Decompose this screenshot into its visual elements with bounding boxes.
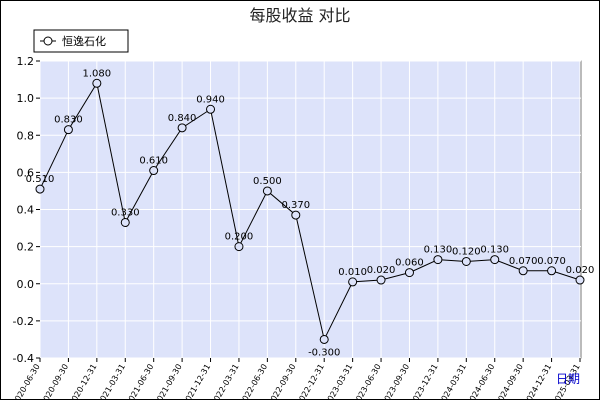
x-tick-label: 2024-12-31	[522, 363, 553, 400]
data-point	[234, 242, 244, 252]
data-label: 1.080	[83, 68, 112, 79]
x-axis-ticks: 2020-06-302020-09-302020-12-312021-03-31…	[11, 358, 582, 400]
data-label: 0.020	[566, 265, 595, 276]
y-tick-label: -0.2	[13, 315, 34, 328]
data-point	[92, 78, 102, 88]
data-label: 0.330	[111, 207, 140, 218]
x-tick-label: 2021-06-30	[124, 363, 155, 400]
data-label: 0.020	[367, 265, 396, 276]
x-tick-label: 2024-03-31	[437, 363, 468, 400]
data-point	[120, 217, 130, 227]
data-point	[206, 104, 216, 114]
data-label: 0.120	[452, 246, 481, 257]
data-label: 0.830	[54, 115, 83, 126]
chart-title: 每股收益 对比	[249, 6, 350, 25]
y-tick-label: 0.6	[17, 166, 35, 179]
legend-label: 恒逸石化	[62, 34, 106, 48]
data-point	[177, 123, 187, 133]
y-tick-label: 1.2	[17, 55, 35, 68]
data-point	[547, 266, 557, 276]
y-tick-label: 0.0	[17, 278, 35, 291]
x-tick-label: 2024-06-30	[465, 362, 496, 400]
series-line	[35, 78, 585, 344]
data-label: 0.060	[395, 258, 424, 269]
x-tick-label: 2020-12-31	[68, 363, 99, 400]
data-label: 0.840	[168, 113, 197, 124]
series-polyline	[39, 81, 581, 341]
legend: 恒逸石化	[33, 29, 129, 53]
data-label: 0.070	[537, 256, 566, 267]
data-point	[575, 275, 585, 285]
data-label: 0.130	[480, 245, 509, 256]
x-tick-label: 2020-09-30	[39, 363, 70, 400]
data-point	[404, 268, 414, 278]
legend-box	[33, 29, 129, 53]
x-tick-label: 2024-09-30	[494, 363, 525, 400]
data-label: 0.510	[26, 174, 55, 185]
data-point	[376, 275, 386, 285]
data-label: 0.200	[225, 232, 254, 243]
y-tick-label: 0.2	[17, 241, 35, 254]
legend-marker-icon	[43, 36, 53, 46]
x-axis-label: 日期	[556, 372, 580, 386]
data-point	[63, 125, 73, 135]
x-tick-label: 2022-12-31	[295, 363, 326, 400]
data-point	[319, 334, 329, 344]
data-label: 0.610	[139, 156, 168, 167]
x-tick-label: 2022-06-30	[238, 363, 269, 400]
y-tick-label: -0.4	[13, 352, 34, 365]
x-tick-label: 2021-03-31	[96, 363, 127, 400]
x-tick-label: 2023-03-31	[323, 363, 354, 400]
data-point	[262, 186, 272, 196]
data-label: -0.300	[308, 347, 340, 358]
data-label: 0.010	[338, 267, 367, 278]
y-axis-ticks: -0.4 -0.2 0.0 0.2 0.4 0.6 0.8 1.0 1.2	[13, 55, 40, 365]
grid-lines	[39, 60, 581, 359]
x-tick-label: 2022-03-31	[210, 363, 241, 400]
data-point	[433, 255, 443, 265]
x-tick-label: 2023-09-30	[380, 363, 411, 400]
y-tick-label: 0.4	[17, 204, 35, 217]
data-point	[518, 266, 528, 276]
x-tick-label: 2021-09-30	[153, 363, 184, 400]
data-point	[291, 210, 301, 220]
data-label: 0.940	[196, 94, 225, 105]
data-point	[149, 166, 159, 176]
data-point	[461, 256, 471, 266]
data-labels: 0.510 0.830 1.080 0.330 0.610 0.840 0.940 0.200…	[26, 68, 595, 358]
data-point	[490, 255, 500, 265]
data-label: 0.070	[509, 256, 538, 267]
data-label: 0.370	[281, 200, 310, 211]
data-label: 0.130	[424, 245, 453, 256]
x-tick-label: 2020-06-30	[11, 363, 42, 400]
data-point	[348, 277, 358, 287]
x-tick-label: 2023-06-30	[352, 363, 383, 400]
data-label: 0.500	[253, 176, 282, 187]
y-tick-label: 1.0	[17, 92, 35, 105]
x-tick-label: 2021-12-31	[181, 363, 212, 400]
x-tick-label: 2023-12-31	[409, 363, 440, 400]
data-point	[35, 184, 45, 194]
y-tick-label: 0.8	[17, 129, 35, 142]
x-tick-label: 2022-09-30	[266, 363, 297, 400]
